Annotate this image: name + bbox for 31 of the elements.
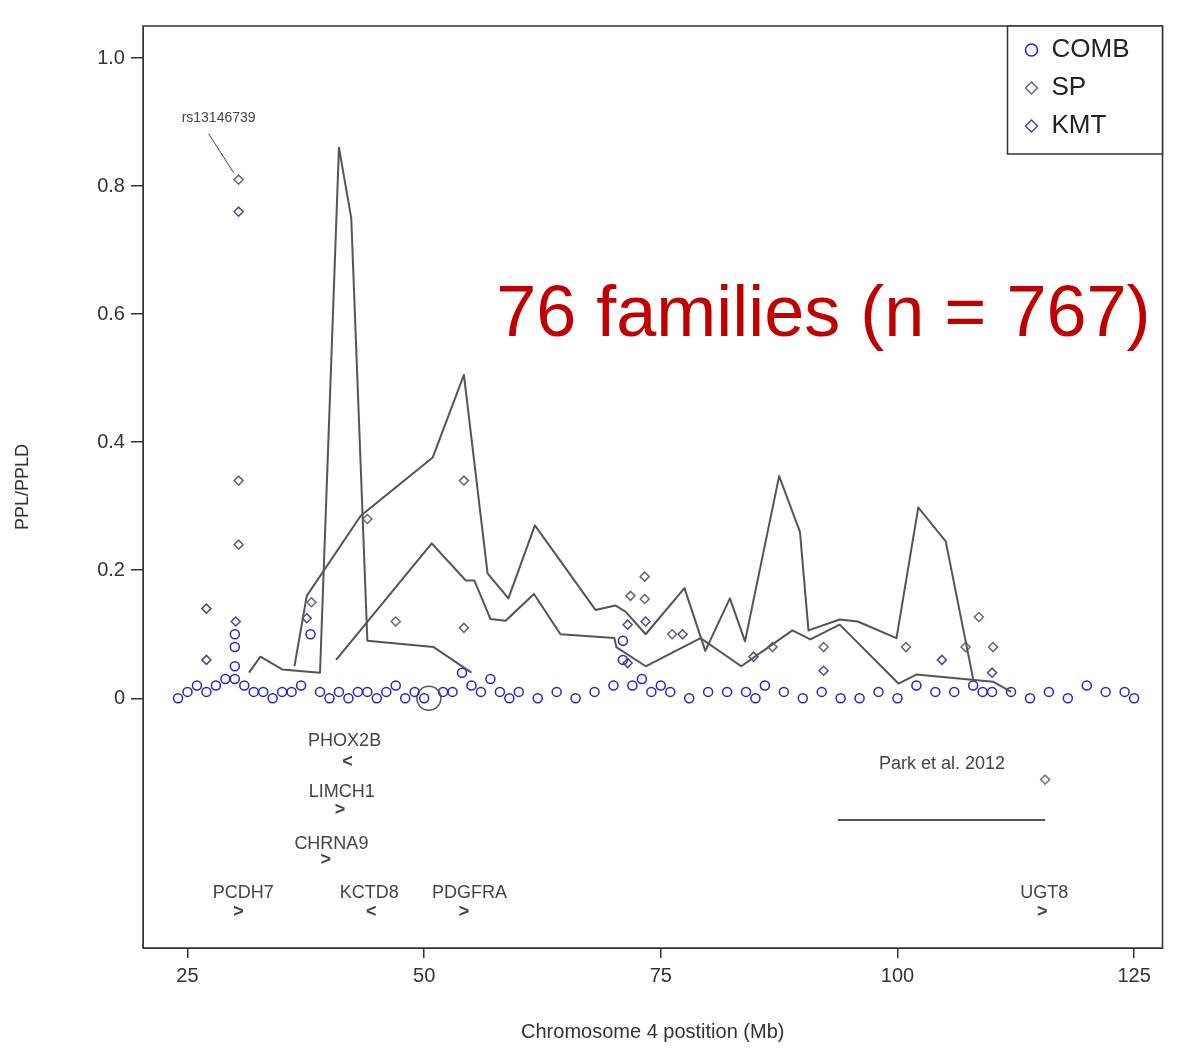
annotation: <	[365, 901, 377, 922]
x-tick-label: 50	[413, 963, 436, 986]
annotation: <	[342, 751, 353, 772]
annotation: 76 families (n = 767)	[496, 270, 1151, 351]
annotation: PDGFRA	[432, 881, 508, 902]
annotation: >	[334, 798, 346, 819]
annotation: PHOX2B	[308, 729, 382, 750]
y-tick-label: 0	[113, 685, 125, 708]
x-tick-label: 25	[176, 963, 199, 986]
y-axis-title: PPL/PPLD	[11, 443, 32, 531]
x-tick-label: 100	[880, 963, 915, 986]
y-tick-label: 1.0	[97, 45, 125, 68]
legend-label: SP	[1051, 71, 1087, 102]
x-tick-label: 75	[649, 963, 672, 986]
x-tick-label: 125	[1117, 963, 1151, 986]
annotation: Park et al. 2012	[878, 753, 1005, 774]
y-tick-label: 0.6	[97, 301, 125, 324]
legend-label: COMB	[1051, 33, 1130, 64]
annotation: >	[458, 901, 470, 922]
y-tick-label: 0.8	[97, 173, 125, 196]
x-axis-title: Chromosome 4 postition (Mb)	[521, 1019, 785, 1042]
annotation: PCDH7	[212, 881, 274, 902]
annotation: UGT8	[1020, 881, 1069, 902]
annotation: >	[1037, 901, 1048, 922]
y-tick-label: 0.4	[97, 429, 125, 452]
y-tick-label: 0.2	[97, 557, 125, 580]
annotation: KCTD8	[339, 881, 399, 902]
annotation: LIMCH1	[308, 780, 375, 801]
annotation: >	[233, 901, 244, 922]
legend-label: KMT	[1051, 109, 1107, 140]
annotation: rs13146739	[181, 108, 256, 125]
